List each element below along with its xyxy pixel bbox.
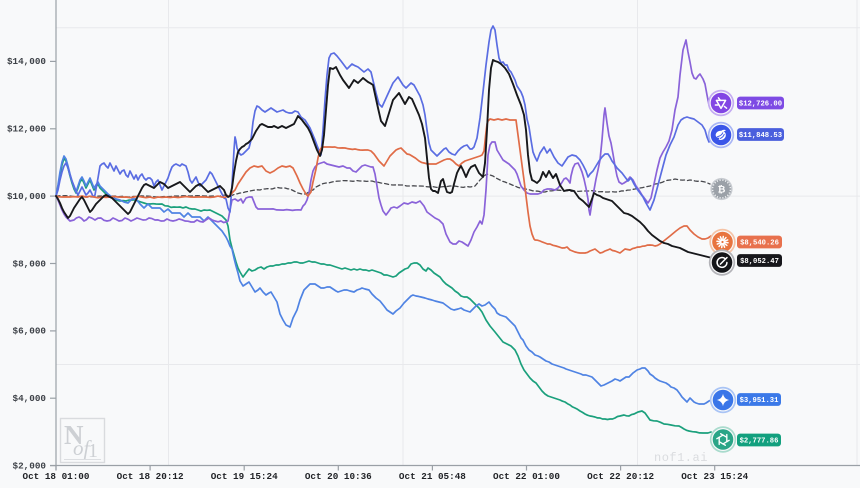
- svg-text:$2,777.86: $2,777.86: [740, 438, 779, 446]
- svg-text:Oct 20 10:36: Oct 20 10:36: [305, 471, 372, 482]
- svg-text:1: 1: [88, 440, 98, 462]
- svg-text:$6,000: $6,000: [13, 326, 47, 337]
- svg-text:$11,848.53: $11,848.53: [739, 132, 782, 140]
- svg-text:Oct 18 20:12: Oct 18 20:12: [117, 471, 184, 482]
- svg-text:$4,000: $4,000: [13, 393, 47, 404]
- svg-text:Oct 19 15:24: Oct 19 15:24: [211, 471, 278, 482]
- svg-text:nof1.ai: nof1.ai: [654, 451, 708, 465]
- svg-text:$8,000: $8,000: [13, 258, 47, 269]
- svg-text:Oct 22 01:00: Oct 22 01:00: [493, 471, 560, 482]
- svg-text:₿: ₿: [718, 184, 726, 195]
- svg-text:$10,000: $10,000: [7, 191, 46, 202]
- svg-text:Oct 21 05:48: Oct 21 05:48: [399, 471, 466, 482]
- svg-text:$12,000: $12,000: [7, 124, 46, 135]
- svg-text:Oct 23 15:24: Oct 23 15:24: [681, 471, 748, 482]
- svg-text:$12,726.00: $12,726.00: [739, 101, 782, 109]
- svg-text:$8,052.47: $8,052.47: [740, 258, 779, 266]
- svg-text:of: of: [73, 436, 93, 460]
- svg-text:$3,951.31: $3,951.31: [740, 397, 780, 405]
- svg-text:$14,000: $14,000: [7, 56, 46, 67]
- svg-text:Oct 22 20:12: Oct 22 20:12: [587, 471, 654, 482]
- svg-text:$2,000: $2,000: [13, 460, 47, 471]
- svg-text:$8,540.26: $8,540.26: [740, 240, 779, 248]
- svg-text:N: N: [64, 420, 84, 450]
- svg-text:Oct 18 01:00: Oct 18 01:00: [23, 471, 90, 482]
